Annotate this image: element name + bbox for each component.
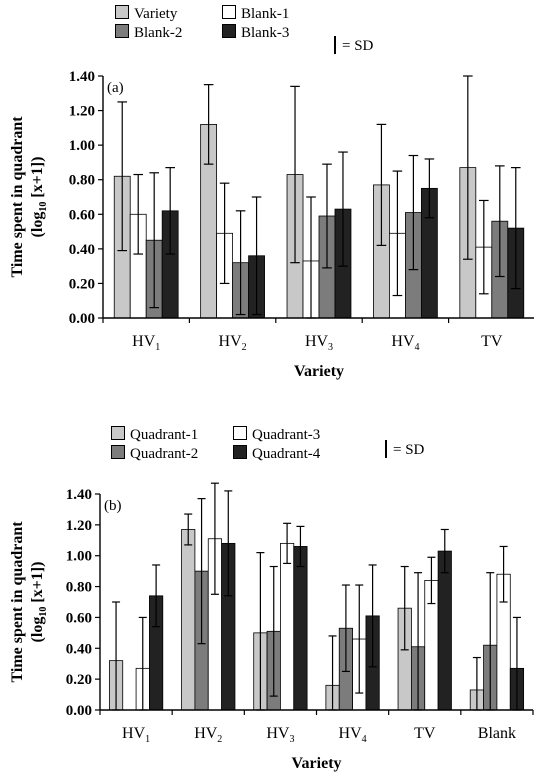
y-axis-label: (log10 [x+1]) <box>29 157 49 238</box>
y-tick-label: 0.40 <box>69 242 95 258</box>
legend-item: Quadrant-3 <box>233 425 320 445</box>
legend-swatch <box>222 24 236 38</box>
y-axis-label: Time spent in quadrant <box>9 116 26 278</box>
legend-swatch <box>111 445 125 459</box>
x-tick-label: TV <box>414 725 436 742</box>
x-tick-label: HV2 <box>194 725 222 745</box>
sd-marker-icon <box>385 440 387 458</box>
y-tick-label: 0.40 <box>66 641 92 657</box>
y-tick-label: 1.00 <box>69 138 95 154</box>
legend-swatch <box>111 426 125 440</box>
bar <box>181 529 196 711</box>
panel-label: (a) <box>107 80 124 96</box>
legend-label: Quadrant-1 <box>130 427 199 443</box>
legend-item: Variety <box>115 4 177 24</box>
y-tick-label: 0.60 <box>69 207 95 223</box>
sd-note-a: = SD <box>334 36 373 55</box>
legend-label: Quadrant-2 <box>130 446 199 462</box>
sd-note-label: = SD <box>393 442 425 458</box>
bar <box>293 546 308 711</box>
y-tick-label: 0.80 <box>69 173 95 189</box>
legend-item: Blank-1 <box>222 4 289 24</box>
bar <box>437 550 452 711</box>
y-tick-label: 0.60 <box>66 610 92 626</box>
chart-a: 0.00 0.20 0.40 0.60 0.80 1.00 1.20 1.40 HV1 HV2 HV… <box>9 69 534 380</box>
x-tick-label: Blank <box>478 725 516 742</box>
legend-item: Blank-3 <box>222 23 289 43</box>
legend-label: Blank-2 <box>134 25 183 41</box>
legend-swatch <box>233 426 247 440</box>
panel-label: (b) <box>104 498 122 514</box>
x-tick-label: HV3 <box>305 333 333 353</box>
legend-item: Quadrant-4 <box>233 444 320 464</box>
sd-note-b: = SD <box>385 440 424 459</box>
sd-note-label: = SD <box>342 38 374 54</box>
legend-label: Blank-3 <box>241 25 290 41</box>
y-tick-label: 1.20 <box>66 518 92 534</box>
x-tick-label: HV2 <box>219 333 247 353</box>
y-axis-label: Time spent in quadrant <box>9 521 26 683</box>
y-tick-label: 1.00 <box>66 549 92 565</box>
x-tick-label: HV4 <box>391 333 419 353</box>
legend-label: Blank-1 <box>241 6 290 22</box>
y-tick-label: 0.20 <box>69 276 95 292</box>
x-axis-label: Variety <box>291 755 341 772</box>
legend-swatch <box>115 5 129 19</box>
y-axis-label: (log10 [x+1]) <box>29 562 49 643</box>
y-tick-label: 0.00 <box>69 311 95 327</box>
legend-label: Quadrant-4 <box>252 446 321 462</box>
x-tick-label: HV1 <box>122 725 150 745</box>
chart-b: 0.00 0.20 0.40 0.60 0.80 1.00 1.20 1.40 HV1 HV2 HV… <box>9 482 534 772</box>
x-axis-label: Variety <box>294 363 344 380</box>
y-tick-label: 0.00 <box>66 703 92 719</box>
x-tick-label: HV1 <box>132 333 160 353</box>
legend-item: Quadrant-2 <box>111 444 198 464</box>
legend-swatch <box>222 5 236 19</box>
legend-swatch <box>233 445 247 459</box>
legend-label: Variety <box>134 6 178 22</box>
x-tick-label: TV <box>481 333 503 350</box>
y-tick-label: 1.20 <box>69 104 95 120</box>
legend-label: Quadrant-3 <box>252 427 321 443</box>
y-tick-label: 0.20 <box>66 672 92 688</box>
x-tick-label: HV3 <box>266 725 294 745</box>
legend-item: Blank-2 <box>115 23 182 43</box>
y-tick-label: 1.40 <box>69 69 95 85</box>
y-tick-label: 1.40 <box>66 487 92 503</box>
sd-marker-icon <box>334 36 336 54</box>
legend-swatch <box>115 24 129 38</box>
bar <box>280 542 295 711</box>
x-tick-label: HV4 <box>339 725 367 745</box>
legend-item: Quadrant-1 <box>111 425 198 445</box>
y-tick-label: 0.80 <box>66 580 92 596</box>
